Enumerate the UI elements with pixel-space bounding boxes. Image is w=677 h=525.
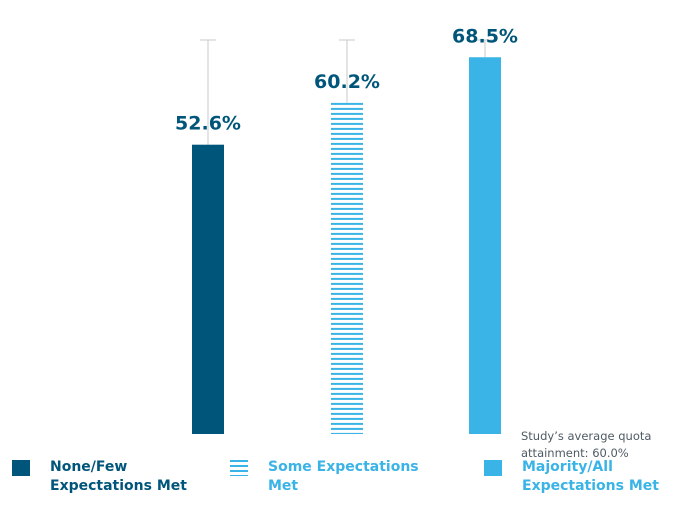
bar-stripe	[331, 122, 363, 125]
bar-stripe	[331, 367, 363, 370]
bar-stripe	[331, 337, 363, 340]
bar-stripe	[331, 357, 363, 360]
bar-stripe	[331, 212, 363, 215]
bar-stripe	[331, 262, 363, 265]
bar-stripe	[331, 382, 363, 385]
bar-stripe	[331, 117, 363, 120]
bar-stripe	[331, 152, 363, 155]
legend-item-some: Some Expectations Met	[230, 458, 450, 496]
bar-stripe	[331, 242, 363, 245]
value-label-none-few: 52.6%	[175, 113, 241, 135]
bar-stripe	[331, 287, 363, 290]
bar-stripe	[331, 332, 363, 335]
bar-stripe	[331, 422, 363, 425]
bar-stripe	[331, 147, 363, 150]
legend-swatch-dark	[12, 460, 30, 476]
bar-stripe	[331, 417, 363, 420]
bar-stripe	[331, 397, 363, 400]
bar-stripe	[331, 177, 363, 180]
bar-stripe	[331, 222, 363, 225]
bar-stripe	[331, 327, 363, 330]
legend-label-none-few: None/Few Expectations Met	[50, 459, 187, 494]
bar-stripe	[331, 302, 363, 305]
bar-stripe	[331, 427, 363, 430]
bar-stripe	[331, 282, 363, 285]
bar-stripe	[331, 232, 363, 235]
bar-stripe	[331, 377, 363, 380]
legend-item-majority-all: Majority/All Expectations Met	[484, 458, 674, 496]
bar-stripe	[331, 252, 363, 255]
bar-stripe	[331, 192, 363, 195]
bar-stripe	[331, 352, 363, 355]
bar-stripe	[331, 307, 363, 310]
bar-stripe	[331, 257, 363, 260]
bar-stripe	[331, 207, 363, 210]
bar-stripe	[331, 362, 363, 365]
bar-majority-all	[469, 57, 501, 434]
legend-item-none-few: None/Few Expectations Met	[12, 458, 212, 496]
bar-stripe	[331, 182, 363, 185]
value-label-some: 60.2%	[314, 71, 380, 93]
average-quota-note: Study’s average quota attainment: 60.0%	[521, 429, 652, 460]
bar-stripe	[331, 142, 363, 145]
bar-stripe	[331, 137, 363, 140]
bar-stripe	[331, 392, 363, 395]
bar-stripe	[331, 387, 363, 390]
bar-stripe	[331, 272, 363, 275]
bar-stripe	[331, 157, 363, 160]
bar-stripe	[331, 267, 363, 270]
bar-stripe	[331, 197, 363, 200]
bar-some	[331, 102, 363, 435]
bars	[192, 57, 501, 435]
bar-stripe	[331, 202, 363, 205]
bar-chart: 52.6% 60.2% 68.5%	[175, 25, 518, 435]
bar-stripe	[331, 297, 363, 300]
bar-stripe	[331, 277, 363, 280]
bar-stripe	[331, 322, 363, 325]
bar-stripe	[331, 167, 363, 170]
legend-label-some: Some Expectations Met	[268, 459, 419, 494]
bar-stripe	[331, 217, 363, 220]
bar-stripe	[331, 172, 363, 175]
bar-stripe	[331, 347, 363, 350]
error-bars	[200, 39, 493, 145]
bar-stripe	[331, 112, 363, 115]
legend-swatch-striped	[230, 460, 248, 476]
bar-stripe	[331, 102, 363, 105]
bar-stripe	[331, 432, 363, 434]
bar-stripe	[331, 372, 363, 375]
value-label-majority-all: 68.5%	[452, 25, 518, 47]
bar-stripe	[331, 342, 363, 345]
bar-stripe	[331, 162, 363, 165]
bar-stripe	[331, 132, 363, 135]
bar-stripe	[331, 187, 363, 190]
bar-stripe	[331, 402, 363, 405]
legend-swatch-light	[484, 460, 502, 476]
value-labels: 52.6% 60.2% 68.5%	[175, 25, 518, 134]
bar-stripe	[331, 227, 363, 230]
bar-stripe	[331, 312, 363, 315]
bar-stripe	[331, 237, 363, 240]
bar-stripe	[331, 107, 363, 110]
bar-stripe	[331, 292, 363, 295]
bar-stripe	[331, 127, 363, 130]
bar-none-few	[192, 144, 224, 434]
bar-stripe	[331, 407, 363, 410]
bar-stripe	[331, 412, 363, 415]
bar-stripe	[331, 317, 363, 320]
legend-label-majority-all: Majority/All Expectations Met	[522, 459, 659, 494]
bar-stripe	[331, 247, 363, 250]
